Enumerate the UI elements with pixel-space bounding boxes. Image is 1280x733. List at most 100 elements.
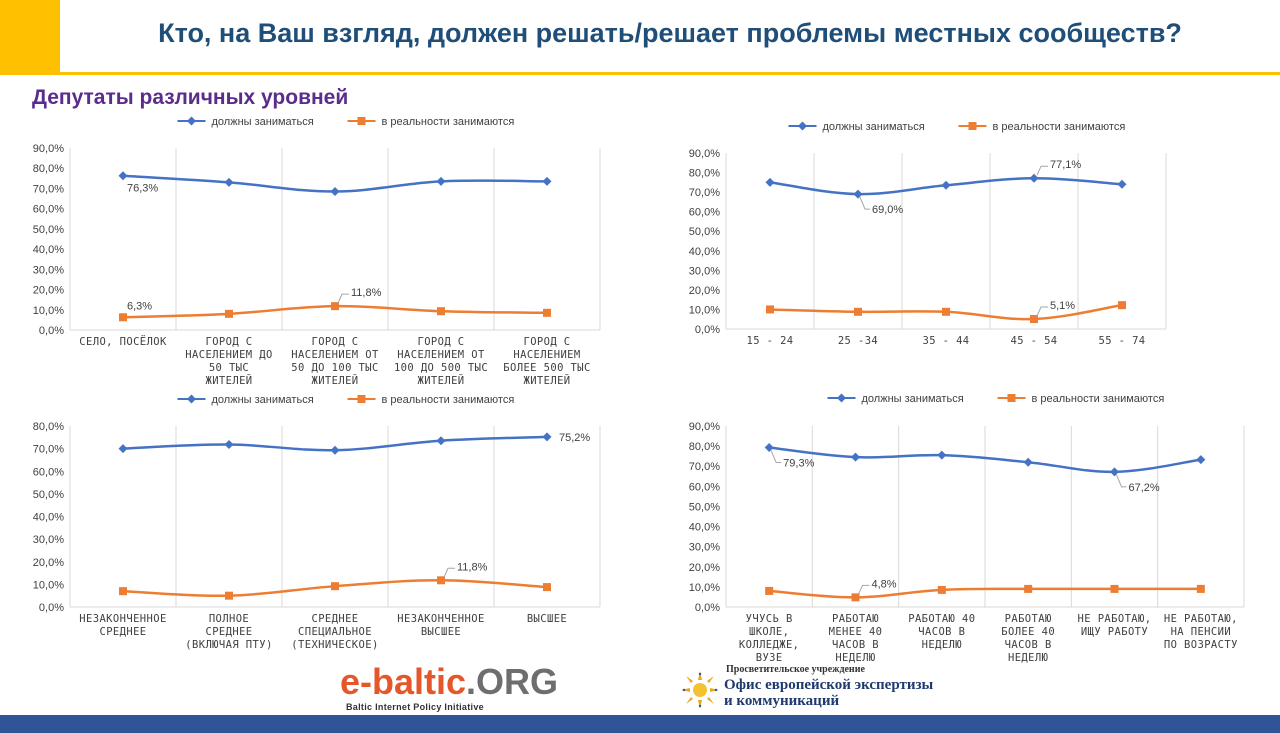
data-point — [119, 587, 127, 596]
data-point — [1117, 179, 1127, 189]
data-label: 75,2% — [559, 432, 590, 444]
ebaltic-logo-tagline: Baltic Internet Policy Initiative — [346, 702, 484, 712]
data-point — [437, 307, 445, 316]
callout-leader — [1036, 165, 1048, 176]
data-point — [937, 585, 946, 594]
slide-subtitle: Депутаты различных уровней — [32, 86, 349, 109]
y-tick-label: 30,0% — [33, 534, 64, 546]
y-tick-label: 20,0% — [689, 285, 720, 297]
x-category-label: РАБОТАЮ 40 ЧАСОВ В НЕДЕЛЮ — [908, 613, 975, 651]
data-point — [331, 582, 339, 591]
legend-item: в реальности занимаются — [997, 393, 1165, 405]
x-category-label: ГОРОД С НАСЕЛЕНИЕМ БОЛЕЕ 500 ТЫС ЖИТЕЛЕЙ — [503, 336, 590, 387]
legend-label: должны заниматься — [823, 121, 925, 133]
x-category-label: ПОЛНОЕ СРЕДНЕЕ (ВКЛЮЧАЯ ПТУ) — [185, 613, 272, 651]
data-point — [941, 180, 951, 190]
data-point — [542, 432, 552, 442]
data-point — [851, 593, 860, 602]
data-point — [437, 576, 445, 585]
data-point — [224, 440, 234, 450]
x-category-label: НЕЗАКОНЧЕННОЕ СРЕДНЕЕ — [79, 613, 166, 638]
y-tick-label: 50,0% — [689, 226, 720, 238]
data-point — [436, 436, 446, 446]
y-tick-label: 20,0% — [33, 557, 64, 569]
data-point — [765, 177, 775, 187]
callout-leader — [1036, 306, 1048, 317]
y-tick-label: 0,0% — [695, 324, 720, 336]
legend-item: в реальности занимаются — [347, 394, 515, 406]
y-tick-label: 40,0% — [689, 522, 720, 534]
x-category-label: РАБОТАЮ БОЛЕЕ 40 ЧАСОВ В НЕДЕЛЮ — [1001, 613, 1055, 664]
data-point — [1029, 173, 1039, 183]
legend-marker — [357, 117, 366, 125]
legend-label: в реальности занимаются — [382, 394, 515, 406]
legend-marker — [187, 394, 196, 404]
data-point — [1110, 584, 1119, 593]
data-point — [942, 307, 950, 316]
y-tick-label: 50,0% — [689, 501, 720, 513]
x-category-label: СРЕДНЕЕ СПЕЦИАЛЬНОЕ (ТЕХНИЧЕСКОЕ) — [291, 613, 378, 651]
chart-settlement-type: 0,0% 10,0% 20,0% 30,0% 40,0% 50,0% 60,0% 70,0% 8… — [33, 116, 601, 387]
chart-employment: 0,0% 10,0% 20,0% 30,0% 40,0% 50,0% 60,0% 70,0% 8… — [689, 393, 1245, 664]
y-tick-label: 30,0% — [689, 542, 720, 554]
y-tick-label: 50,0% — [33, 224, 64, 236]
ebaltic-logo-name: e-baltic — [340, 661, 467, 702]
legend-item: должны заниматься — [177, 116, 314, 128]
data-point — [764, 443, 774, 453]
y-tick-label: 10,0% — [33, 305, 64, 317]
x-category-label: НЕ РАБОТАЮ, ИЩУ РАБОТУ — [1078, 613, 1152, 638]
y-tick-label: 0,0% — [39, 325, 64, 337]
data-label: 77,1% — [1050, 159, 1081, 171]
x-category-label: НЕЗАКОНЧЕННОЕ ВЫСШЕЕ — [397, 613, 484, 638]
legend-item: должны заниматься — [788, 121, 925, 133]
data-point — [330, 445, 340, 455]
data-point — [854, 307, 862, 316]
y-tick-label: 30,0% — [33, 264, 64, 276]
y-tick-label: 40,0% — [33, 244, 64, 256]
y-tick-label: 60,0% — [689, 207, 720, 219]
footer-bar — [0, 715, 1280, 733]
office-logo: Просветительское учреждение Офис европей… — [680, 664, 960, 712]
callout-leader — [443, 567, 455, 578]
legend-marker — [1007, 394, 1016, 402]
data-point — [853, 189, 863, 199]
y-tick-label: 0,0% — [695, 602, 720, 614]
y-tick-label: 80,0% — [689, 441, 720, 453]
y-tick-label: 40,0% — [33, 512, 64, 524]
data-point — [1023, 457, 1033, 467]
y-tick-label: 60,0% — [33, 466, 64, 478]
y-tick-label: 20,0% — [33, 285, 64, 297]
office-logo-line1: Офис европейской экспертизы — [724, 677, 934, 693]
legend-label: в реальности занимаются — [382, 116, 515, 128]
series-line — [769, 446, 1202, 474]
x-category-label: 55 - 74 — [1098, 335, 1145, 347]
data-label: 4,8% — [872, 578, 897, 590]
y-tick-label: 60,0% — [33, 204, 64, 216]
legend-item: должны заниматься — [827, 393, 964, 405]
legend-item: должны заниматься — [177, 394, 314, 406]
x-category-label: ГОРОД С НАСЕЛЕНИЕМ ОТ 100 ДО 500 ТЫС ЖИТЕЛЕ… — [394, 336, 488, 387]
data-point — [543, 583, 551, 592]
legend-label: должны заниматься — [862, 393, 964, 405]
y-tick-label: 60,0% — [689, 481, 720, 493]
data-point — [331, 302, 339, 311]
office-logo-caption: Просветительское учреждение — [726, 664, 865, 675]
legend-item: в реальности занимаются — [347, 116, 515, 128]
x-category-label: ГОРОД С НАСЕЛЕНИЕМ ОТ 50 ДО 100 ТЫС ЖИТЕЛЕЙ — [291, 336, 379, 387]
data-label: 11,8% — [351, 287, 382, 299]
y-tick-label: 80,0% — [689, 168, 720, 180]
data-point — [937, 450, 947, 460]
x-category-label: ГОРОД С НАСЕЛЕНИЕМ ДО 50 ТЫС ЖИТЕЛЕЙ — [185, 336, 272, 387]
y-tick-label: 70,0% — [689, 187, 720, 199]
legend-label: в реальности занимаются — [1032, 393, 1165, 405]
chart-age-groups: 0,0% 10,0% 20,0% 30,0% 40,0% 50,0% 60,0% 70,0% 8… — [689, 121, 1167, 347]
legend-marker — [357, 395, 366, 403]
callout-leader — [770, 450, 782, 464]
slide-title: Кто, на Ваш взгляд, должен решать/решает… — [158, 18, 1182, 48]
data-point — [766, 305, 774, 314]
y-tick-label: 10,0% — [689, 582, 720, 594]
data-point — [1196, 584, 1205, 593]
y-tick-label: 90,0% — [689, 421, 720, 433]
y-tick-label: 40,0% — [689, 246, 720, 258]
data-point — [1110, 467, 1119, 477]
